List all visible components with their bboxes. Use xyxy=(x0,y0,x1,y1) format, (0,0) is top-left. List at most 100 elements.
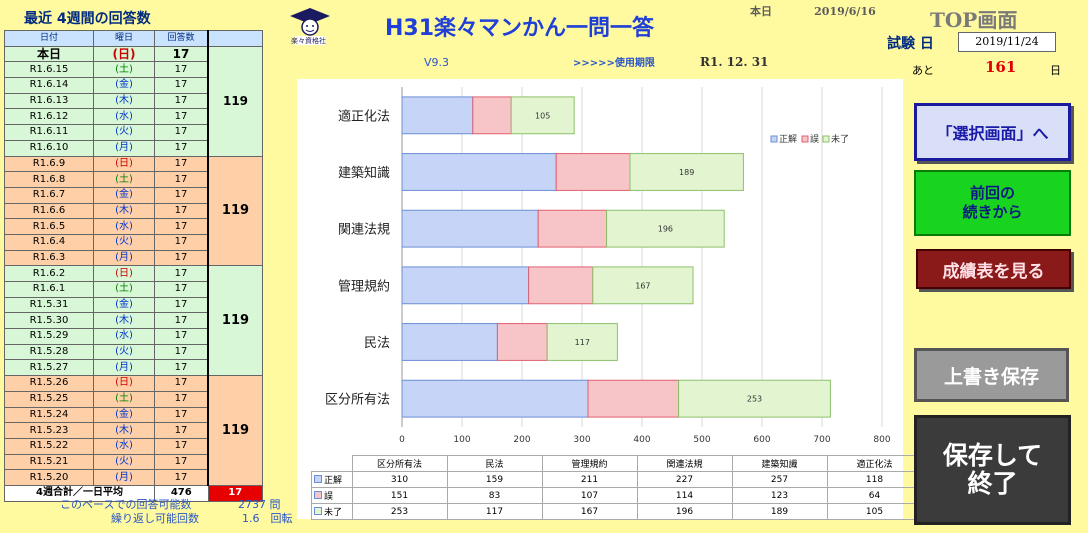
data-table-header: 建築知識 xyxy=(731,455,828,472)
count-cell: 17 xyxy=(154,296,209,314)
table-row: R1.5.27 (月) 17 xyxy=(4,359,263,377)
overwrite-save-button[interactable]: 上書き保存 xyxy=(914,348,1069,402)
data-table-cell: 167 xyxy=(541,503,638,520)
pace-value: 2737 問 xyxy=(238,498,281,511)
table-row: R1.5.23 (木) 17 xyxy=(4,422,263,439)
table-row: R1.5.26 (日) 17 119 xyxy=(4,375,263,486)
x-tick-label: 400 xyxy=(633,435,650,445)
dow-cell: (日) xyxy=(93,265,155,282)
go-select-screen-button[interactable]: 「選択画面」へ xyxy=(914,103,1071,161)
legend-label: 未了 xyxy=(831,133,849,145)
table-row: R1.6.8 (土) 17 xyxy=(4,171,263,188)
progress-chart-svg: 0 100 200 300 400 500 600 700 800 253 区分所有法 117 民法 16… xyxy=(325,87,891,445)
data-table-cell: 107 xyxy=(541,487,638,504)
count-cell: 17 xyxy=(154,202,209,220)
table-row: R1.6.7 (金) 17 xyxy=(4,186,263,204)
bar-segment xyxy=(546,323,618,361)
remain-prefix: あと xyxy=(912,64,934,77)
date-cell: R1.6.8 xyxy=(4,171,94,188)
save-and-exit-button[interactable]: 保存して 終了 xyxy=(914,415,1071,525)
bar-segment xyxy=(537,209,608,248)
count-cell: 17 xyxy=(154,124,209,141)
recent-weeks-title: 最近 4週間の回答数 xyxy=(24,11,151,27)
bar-segment xyxy=(401,96,474,135)
data-table-cell: 123 xyxy=(731,487,828,504)
dow-cell: (水) xyxy=(93,108,155,126)
data-table-cell: 227 xyxy=(636,471,733,488)
dow-cell: (月) xyxy=(93,139,155,157)
dow-cell: (金) xyxy=(93,77,155,94)
dow-cell: (火) xyxy=(93,343,155,361)
dow-cell: (水) xyxy=(93,328,155,345)
date-cell: R1.5.27 xyxy=(4,359,94,377)
data-table-cell: 211 xyxy=(541,471,638,488)
date-cell: R1.6.1 xyxy=(4,281,94,298)
bar-segment xyxy=(401,323,498,361)
count-cell: 17 xyxy=(154,92,209,110)
count-cell: 17 xyxy=(154,437,209,455)
remain-days: 161 xyxy=(985,58,1017,76)
count-cell: 17 xyxy=(154,186,209,204)
data-table-header: 区分所有法 xyxy=(351,455,448,472)
data-table-cell: 159 xyxy=(446,471,543,488)
legend-swatch-icon xyxy=(314,491,322,499)
footer-average: 17 xyxy=(207,484,263,502)
progress-chart: 0 100 200 300 400 500 600 700 800 253 区分所有法 117 民法 16… xyxy=(297,79,903,519)
count-cell: 17 xyxy=(154,406,209,424)
table-row: R1.6.4 (火) 17 xyxy=(4,233,263,251)
data-label: 253 xyxy=(747,395,762,404)
data-table-cell: 118 xyxy=(826,471,923,488)
dow-cell: (水) xyxy=(93,218,155,235)
week-total: 119 xyxy=(207,265,263,377)
remain-suffix: 日 xyxy=(1050,64,1061,77)
continue-previous-button[interactable]: 前回の 続きから xyxy=(914,170,1071,236)
weekly-answer-table: 日付 曜日 回答数 本日 (日) 17 119 R1.6.15 (土) 17 R1.6.14 (金) 1… xyxy=(4,30,263,502)
data-label: 196 xyxy=(658,225,673,234)
legend-swatch xyxy=(770,135,778,143)
data-table-cell: 83 xyxy=(446,487,543,504)
exam-date-field[interactable]: 2019/11/24 xyxy=(958,32,1056,52)
table-header: 日付 xyxy=(4,30,94,47)
bar-segment xyxy=(401,379,589,418)
x-tick-label: 600 xyxy=(753,435,770,445)
count-cell: 17 xyxy=(154,359,209,377)
table-header: 曜日 xyxy=(93,30,155,47)
x-tick-label: 0 xyxy=(399,435,405,445)
data-table-cell: 151 xyxy=(351,487,448,504)
count-cell: 17 xyxy=(154,61,209,79)
table-header: 回答数 xyxy=(154,30,209,47)
bar-segment xyxy=(629,153,744,191)
x-tick-label: 700 xyxy=(813,435,830,445)
logo: 楽々資格社 xyxy=(287,6,333,46)
data-table-cell: 114 xyxy=(636,487,733,504)
count-cell: 17 xyxy=(154,265,209,282)
data-table-row: 未了 253 117 167 196 189 105 xyxy=(311,503,923,520)
dow-cell: (土) xyxy=(93,390,155,408)
exam-date-label: 試験 日 xyxy=(887,36,934,52)
date-cell: R1.6.11 xyxy=(4,124,94,141)
count-cell: 17 xyxy=(154,171,209,188)
data-table-cell: 64 xyxy=(826,487,923,504)
bar-segment xyxy=(401,266,530,305)
count-cell: 17 xyxy=(154,469,209,486)
data-table-cell: 189 xyxy=(731,503,828,520)
category-label: 適正化法 xyxy=(338,108,390,124)
repeat-value: 1.6 回転 xyxy=(242,512,293,525)
data-table-cell: 117 xyxy=(446,503,543,520)
dow-cell: (金) xyxy=(93,406,155,424)
count-cell: 17 xyxy=(154,77,209,94)
dow-cell: (金) xyxy=(93,296,155,314)
series-name: 誤 xyxy=(324,492,334,502)
date-cell: R1.6.4 xyxy=(4,233,94,251)
legend-swatch-icon xyxy=(314,475,322,483)
chart-data-table: 区分所有法 民法 管理規約 関連法規 建築知識 適正化法 正解 310 159 211 227 257… xyxy=(311,455,923,520)
legend-label: 正解 xyxy=(779,133,797,145)
x-tick-label: 200 xyxy=(513,435,530,445)
table-row: R1.5.28 (火) 17 xyxy=(4,343,263,361)
table-row: R1.5.30 (木) 17 xyxy=(4,312,263,330)
data-table-header: 管理規約 xyxy=(541,455,638,472)
view-results-button[interactable]: 成績表を見る xyxy=(916,249,1071,289)
bar-segment xyxy=(555,153,631,191)
count-cell: 17 xyxy=(154,422,209,439)
legend-swatch xyxy=(801,135,809,143)
